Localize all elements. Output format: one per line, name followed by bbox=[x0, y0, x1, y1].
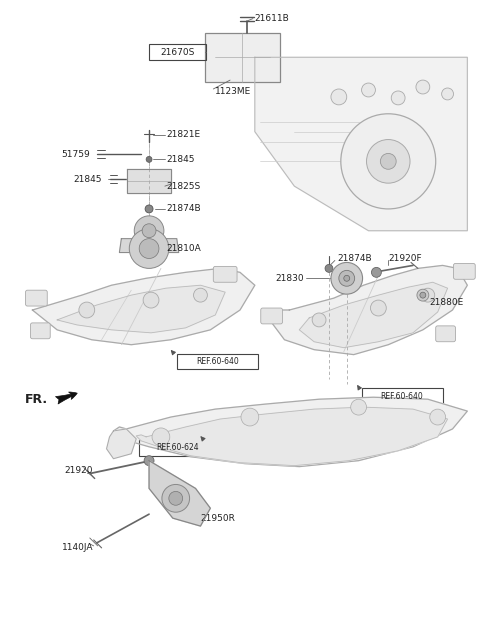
Text: REF.60-624: REF.60-624 bbox=[156, 444, 199, 452]
Text: 1123ME: 1123ME bbox=[216, 87, 252, 97]
Text: 21920: 21920 bbox=[64, 466, 93, 475]
Polygon shape bbox=[136, 407, 447, 465]
Circle shape bbox=[417, 289, 429, 301]
Circle shape bbox=[79, 302, 95, 318]
Circle shape bbox=[152, 428, 170, 446]
Text: 21920F: 21920F bbox=[388, 254, 422, 263]
Circle shape bbox=[331, 89, 347, 105]
Polygon shape bbox=[57, 285, 225, 333]
Bar bbox=[177, 354, 258, 369]
Polygon shape bbox=[300, 282, 447, 348]
Text: 21810A: 21810A bbox=[167, 244, 202, 253]
Circle shape bbox=[241, 408, 259, 426]
FancyBboxPatch shape bbox=[261, 308, 283, 324]
Text: 21874B: 21874B bbox=[337, 254, 372, 263]
Text: 21874B: 21874B bbox=[167, 204, 202, 214]
Polygon shape bbox=[127, 169, 171, 193]
Circle shape bbox=[142, 224, 156, 237]
FancyBboxPatch shape bbox=[213, 267, 237, 282]
Circle shape bbox=[162, 485, 190, 512]
Circle shape bbox=[144, 455, 154, 465]
Polygon shape bbox=[107, 429, 136, 459]
FancyBboxPatch shape bbox=[30, 323, 50, 339]
Circle shape bbox=[367, 140, 410, 183]
Circle shape bbox=[325, 264, 333, 272]
Text: FR.: FR. bbox=[24, 392, 48, 406]
Text: 21950R: 21950R bbox=[201, 513, 235, 523]
Circle shape bbox=[430, 409, 445, 425]
Polygon shape bbox=[270, 265, 468, 354]
Text: REF.60-640: REF.60-640 bbox=[196, 357, 239, 366]
Circle shape bbox=[372, 267, 381, 277]
Circle shape bbox=[371, 300, 386, 316]
Polygon shape bbox=[149, 460, 210, 526]
Circle shape bbox=[442, 88, 454, 100]
Circle shape bbox=[339, 270, 355, 286]
Bar bbox=[149, 44, 206, 60]
Circle shape bbox=[169, 492, 183, 505]
Circle shape bbox=[420, 292, 426, 298]
Polygon shape bbox=[33, 269, 255, 345]
Circle shape bbox=[139, 239, 159, 259]
Circle shape bbox=[351, 399, 367, 415]
Text: 51759: 51759 bbox=[61, 150, 90, 159]
Text: 21880E: 21880E bbox=[430, 298, 464, 307]
Circle shape bbox=[146, 156, 152, 163]
Polygon shape bbox=[120, 239, 179, 252]
Text: 21611B: 21611B bbox=[255, 14, 289, 23]
Circle shape bbox=[361, 83, 375, 97]
Circle shape bbox=[344, 275, 350, 281]
FancyBboxPatch shape bbox=[25, 290, 47, 306]
Circle shape bbox=[143, 292, 159, 308]
Text: 21845: 21845 bbox=[73, 174, 102, 184]
Text: 21845: 21845 bbox=[167, 155, 195, 164]
Polygon shape bbox=[255, 57, 468, 231]
Text: 1140JA: 1140JA bbox=[62, 543, 94, 553]
Circle shape bbox=[421, 288, 435, 302]
Circle shape bbox=[391, 91, 405, 105]
Circle shape bbox=[416, 80, 430, 94]
Circle shape bbox=[134, 216, 164, 245]
Text: 21825S: 21825S bbox=[167, 182, 201, 191]
Text: 21830: 21830 bbox=[276, 273, 304, 283]
FancyBboxPatch shape bbox=[205, 32, 279, 82]
Circle shape bbox=[193, 288, 207, 302]
Circle shape bbox=[380, 153, 396, 169]
Polygon shape bbox=[113, 397, 468, 467]
Circle shape bbox=[312, 313, 326, 327]
FancyBboxPatch shape bbox=[436, 326, 456, 342]
Circle shape bbox=[145, 205, 153, 213]
Circle shape bbox=[129, 229, 169, 269]
Circle shape bbox=[341, 114, 436, 209]
Text: REF.60-640: REF.60-640 bbox=[381, 392, 423, 401]
Text: 21821E: 21821E bbox=[167, 130, 201, 139]
Text: 21670S: 21670S bbox=[160, 48, 195, 57]
Circle shape bbox=[331, 262, 362, 294]
FancyBboxPatch shape bbox=[454, 264, 475, 279]
Bar bbox=[139, 440, 216, 455]
Bar bbox=[361, 388, 443, 404]
